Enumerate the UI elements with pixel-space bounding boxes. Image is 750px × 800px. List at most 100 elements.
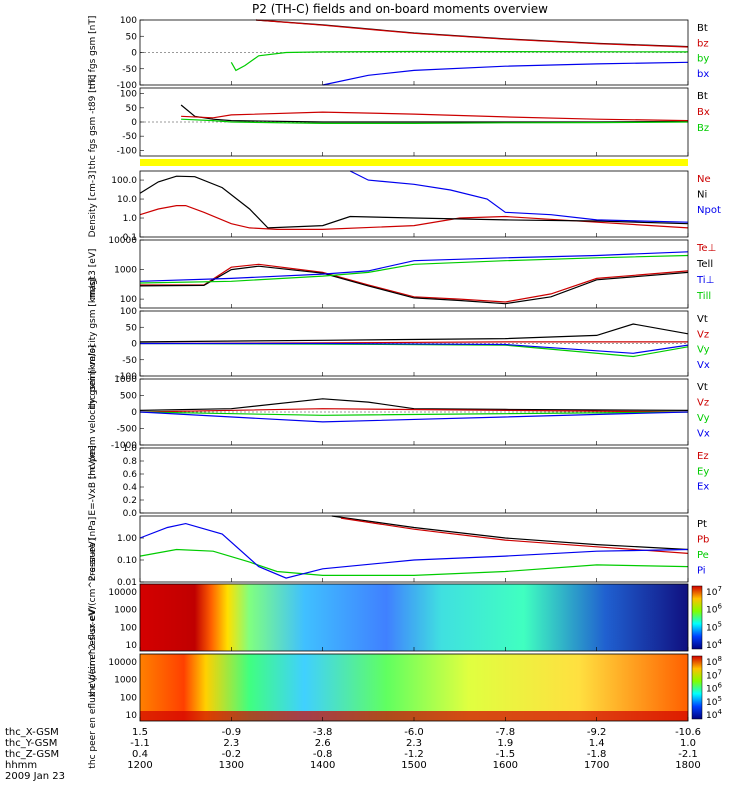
- legend-label: Ey: [697, 466, 709, 477]
- y-tick-label: 10000: [108, 236, 137, 246]
- legend-label: Vt: [697, 382, 708, 393]
- series-line-vx: [139, 411, 689, 423]
- y-tick-label: -50: [122, 356, 137, 366]
- series-line-bz: [255, 19, 689, 48]
- series-line-vz: [139, 408, 689, 413]
- colorbar-tick-label: 104: [706, 708, 722, 721]
- y-axis-label: thc peir en eflux eV/(cm^2-s-sr-eV): [88, 538, 98, 697]
- series-line-bx: [181, 111, 689, 122]
- panel-1: 100 50 0 -50 -100 Bt bz by bx thc fgs gsm [nT]: [88, 16, 709, 91]
- y-tick-label: -100: [117, 372, 138, 382]
- orbit-value: 1.9: [497, 738, 513, 749]
- y-tick-label: -500: [117, 425, 138, 435]
- colorbar-tick-label: 106: [706, 682, 722, 695]
- orbit-value: 0.4: [132, 749, 148, 760]
- orbit-value: -1.2: [404, 749, 424, 760]
- y-tick-label: 0.0: [123, 509, 138, 519]
- series-line-te: [140, 263, 689, 303]
- y-tick-label: 1.0: [123, 214, 138, 224]
- y-axis-label: thc peer en eflux eV/(cm^2-s-sr-eV): [88, 606, 98, 768]
- orbit-row-label: thc_Z-GSM: [5, 749, 59, 760]
- orbit-value: 1.5: [132, 727, 148, 738]
- colorbar: [691, 585, 703, 650]
- y-tick-label: 100: [120, 295, 137, 305]
- y-tick-label: 10: [126, 711, 138, 721]
- quality-flag-bar: [140, 159, 688, 166]
- orbit-value: -3.8: [313, 727, 333, 738]
- legend-label: Vy: [697, 345, 710, 356]
- series-line-pi: [139, 522, 689, 579]
- y-tick-label: 0.01: [117, 578, 137, 588]
- figure-title: P2 (TH-C) fields and on-board moments ov…: [252, 2, 548, 16]
- series-line-vx: [140, 342, 689, 354]
- orbit-value: 1600: [493, 760, 518, 771]
- orbit-value: -0.8: [313, 749, 333, 760]
- series-line-ni: [139, 175, 689, 229]
- series-line-tell: [139, 265, 689, 305]
- y-tick-label: 100: [120, 16, 137, 26]
- y-tick-label: 0.10: [117, 556, 137, 566]
- series-line-pb: [340, 517, 689, 554]
- y-axis-label: thc peim velocity gsm [km/s]: [88, 278, 98, 409]
- y-tick-label: 100: [120, 307, 137, 317]
- y-tick-label: 0.6: [123, 470, 138, 480]
- orbit-value: 2.3: [223, 738, 239, 749]
- legend-label: by: [697, 54, 709, 65]
- legend-label: Tell: [696, 259, 713, 270]
- series-line-vy: [139, 411, 689, 416]
- y-axis-label: thc fgs gsm [nT]: [88, 16, 98, 90]
- orbit-value: 1.0: [680, 738, 696, 749]
- series-line-npot: [349, 170, 689, 223]
- y-tick-label: 100.0: [111, 176, 137, 186]
- legend-label: Ti⊥: [696, 275, 714, 286]
- legend-label: Pb: [697, 535, 709, 546]
- legend-label: Vt: [697, 314, 708, 325]
- legend-label: Vz: [697, 329, 709, 340]
- panel-8: 1.00 0.10 0.01 Pt Pb Pe Pi Pressure [nPa]: [88, 515, 709, 588]
- legend-label: Vz: [697, 398, 709, 409]
- legend-label: Ne: [697, 174, 711, 185]
- colorbar-tick-label: 104: [706, 638, 722, 651]
- series-line-ti: [139, 251, 689, 282]
- colorbar-tick-label: 107: [706, 668, 722, 681]
- legend-label: Vy: [697, 413, 710, 424]
- y-tick-label: 1000: [114, 266, 137, 276]
- orbit-value: 1500: [401, 760, 426, 771]
- orbit-value: 2.6: [315, 738, 331, 749]
- legend-label: Pt: [697, 519, 707, 530]
- y-axis-label: Pressure [nPa]: [88, 517, 98, 582]
- legend-label: Bz: [697, 123, 709, 134]
- y-tick-label: 10.0: [117, 195, 137, 205]
- orbit-value: 1700: [584, 760, 609, 771]
- y-axis-label: thc fgs gsm -t89 [nT]: [88, 75, 98, 170]
- y-tick-label: 0: [131, 408, 137, 418]
- y-tick-label: 100: [120, 623, 137, 633]
- colorbar-tick-label: 107: [706, 585, 722, 598]
- date-label: 2009 Jan 23: [5, 771, 65, 782]
- orbit-value: 1.4: [589, 738, 605, 749]
- y-tick-label: 100: [120, 90, 137, 100]
- legend-label: Bx: [697, 107, 710, 118]
- orbit-value: -6.0: [404, 727, 424, 738]
- legend-label: Till: [696, 291, 711, 302]
- legend-label: Pe: [697, 550, 709, 561]
- panel-frame: [139, 447, 689, 514]
- y-axis-label: thc peem velocity gsm [km/s]: [88, 345, 98, 479]
- y-axis-label: Density [cm-3]: [88, 171, 98, 238]
- y-tick-label: 10: [126, 641, 138, 651]
- y-tick-label: 500: [120, 392, 137, 402]
- orbit-value: 1300: [219, 760, 244, 771]
- y-tick-label: 50: [126, 323, 138, 333]
- spectrogram-image: [140, 584, 688, 651]
- legend-label: Ez: [697, 451, 709, 462]
- y-tick-label: 0.4: [123, 483, 138, 493]
- y-tick-label: 0.1: [123, 233, 137, 243]
- legend-label: Bt: [697, 23, 708, 34]
- orbit-value: 1400: [310, 760, 335, 771]
- colorbar: [691, 655, 703, 720]
- orbit-row-label: hhmm: [5, 760, 37, 771]
- y-tick-label: 1.00: [117, 534, 137, 544]
- series-line-bt: [255, 19, 689, 48]
- panel-6: 1000 500 0 -500 -1000 Vt Vz Vy Vx thc peem veloci…: [88, 345, 710, 479]
- series-line-bz: [181, 118, 689, 125]
